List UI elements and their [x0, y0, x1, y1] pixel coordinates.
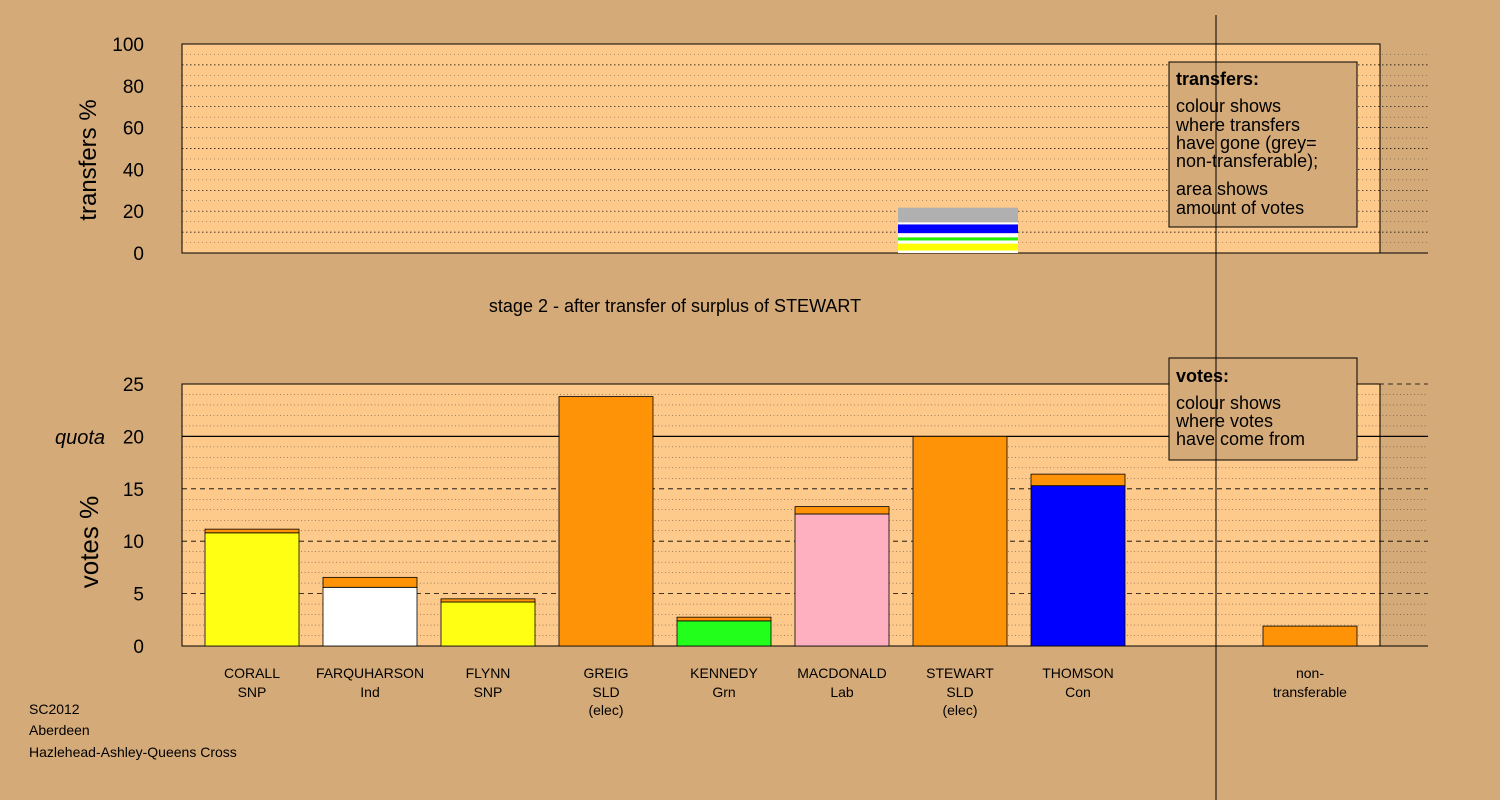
candidate-party: SNP: [474, 684, 503, 700]
candidate-party: Con: [1065, 684, 1091, 700]
transfer-segment: [898, 237, 1018, 241]
y-tick-label: 10: [123, 532, 144, 553]
footer: SC2012 Aberdeen Hazlehead-Ashley-Queens …: [29, 701, 237, 760]
footer-ward: Hazlehead-Ashley-Queens Cross: [29, 744, 237, 760]
transfers-legend: transfers: colour shows where transfers …: [1168, 61, 1358, 228]
non-transferable-label: transferable: [1273, 684, 1347, 700]
y-tick-label: 100: [112, 35, 144, 56]
y-tick-label: 20: [123, 427, 144, 448]
transfers-legend-box: [1168, 61, 1358, 228]
candidate-party: Lab: [830, 684, 854, 700]
votes-legend-line: where votes: [1175, 411, 1273, 431]
footer-council: Aberdeen: [29, 722, 90, 738]
votes-bars: [204, 396, 1358, 647]
transfer-segment: [898, 250, 1018, 253]
candidate-name: CORALL: [224, 665, 280, 681]
candidate-party: SLD: [592, 684, 619, 700]
transfer-segment: [898, 240, 1018, 244]
transfer-segment: [898, 233, 1018, 238]
transfer-votes-bar: [204, 528, 300, 534]
transfers-legend-heading: transfers:: [1176, 69, 1259, 89]
y-tick-label: 0: [133, 244, 144, 265]
y-tick-label: 0: [133, 637, 144, 658]
votes-legend-heading: votes:: [1176, 366, 1229, 386]
y-tick-label: 15: [123, 480, 144, 501]
transfer-votes-bar: [1030, 473, 1126, 487]
votes-y-axis-label: votes %: [74, 496, 104, 589]
candidate-name: MACDONALD: [797, 665, 886, 681]
transfer-votes-bar: [440, 598, 536, 603]
candidate-labels: CORALL SNP FARQUHARSON Ind FLYNN SNP GREIG SLD (…: [224, 665, 1347, 718]
non-transferable-bar: [1262, 625, 1358, 647]
own-votes-bar: [912, 435, 1008, 647]
transfer-segment: [898, 207, 1018, 223]
footer-election: SC2012: [29, 701, 80, 717]
votes-legend: votes: colour shows where votes have com…: [1168, 357, 1358, 461]
transfers-legend-line: amount of votes: [1176, 198, 1304, 218]
quota-label: quota: [55, 427, 105, 449]
y-tick-label: 5: [133, 585, 144, 606]
y-tick-label: 25: [123, 375, 144, 396]
transfers-legend-line: have gone (grey=: [1176, 133, 1317, 153]
candidate-party: Grn: [712, 684, 735, 700]
candidate-name: STEWART: [926, 665, 994, 681]
y-tick-label: 80: [123, 77, 144, 98]
transfers-legend-line: area shows: [1176, 179, 1268, 199]
y-tick-label: 40: [123, 160, 144, 181]
y-tick-label: 20: [123, 202, 144, 223]
transfer-votes-bar: [676, 616, 772, 622]
transfers-legend-line: non-transferable);: [1176, 151, 1318, 171]
candidate-name: FLYNN: [466, 665, 511, 681]
transfers-y-axis-label: transfers %: [75, 99, 102, 220]
transfer-segment: [898, 243, 1018, 251]
candidate-name: THOMSON: [1042, 665, 1114, 681]
votes-legend-box: [1168, 357, 1358, 461]
y-tick-label: 60: [123, 119, 144, 140]
transfers-panel: 0 20 40 60 80 100 transfers % stage 2 - after…: [75, 35, 1428, 316]
transfer-votes-bar: [322, 576, 418, 588]
transfers-legend-line: colour shows: [1176, 96, 1281, 116]
transfer-votes-bar: [794, 506, 890, 515]
transfers-grid: [182, 54, 1428, 254]
stage-title: stage 2 - after transfer of surplus of S…: [489, 296, 861, 316]
transfers-bars: [898, 207, 1018, 253]
candidate-status: (elec): [588, 702, 623, 718]
candidate-party: SNP: [238, 684, 267, 700]
transfer-segment: [898, 224, 1018, 234]
transfer-segment: [898, 222, 1018, 225]
own-votes-bar: [322, 586, 418, 647]
own-votes-bar: [440, 601, 536, 647]
own-votes-bar: [794, 513, 890, 647]
candidate-name: KENNEDY: [690, 665, 758, 681]
candidate-status: (elec): [942, 702, 977, 718]
votes-panel: 0 5 10 15 20 25 CORALL SNP FARQUHARSON Ind FLYNN S…: [55, 357, 1428, 718]
votes-y-ticks: 0 5 10 15 20 25: [123, 375, 144, 658]
transfers-y-ticks: 0 20 40 60 80 100: [112, 35, 144, 265]
own-votes-bar: [1030, 485, 1126, 647]
transfers-legend-line: where transfers: [1175, 115, 1300, 135]
own-votes-bar: [676, 620, 772, 647]
votes-legend-line: have come from: [1176, 429, 1305, 449]
candidate-name: GREIG: [583, 665, 628, 681]
own-votes-bar: [204, 532, 300, 647]
candidate-name: FARQUHARSON: [316, 665, 424, 681]
candidate-party: SLD: [946, 684, 973, 700]
non-transferable-label: non-: [1296, 665, 1324, 681]
own-votes-bar: [558, 396, 654, 647]
votes-legend-line: colour shows: [1176, 393, 1281, 413]
candidate-party: Ind: [360, 684, 379, 700]
